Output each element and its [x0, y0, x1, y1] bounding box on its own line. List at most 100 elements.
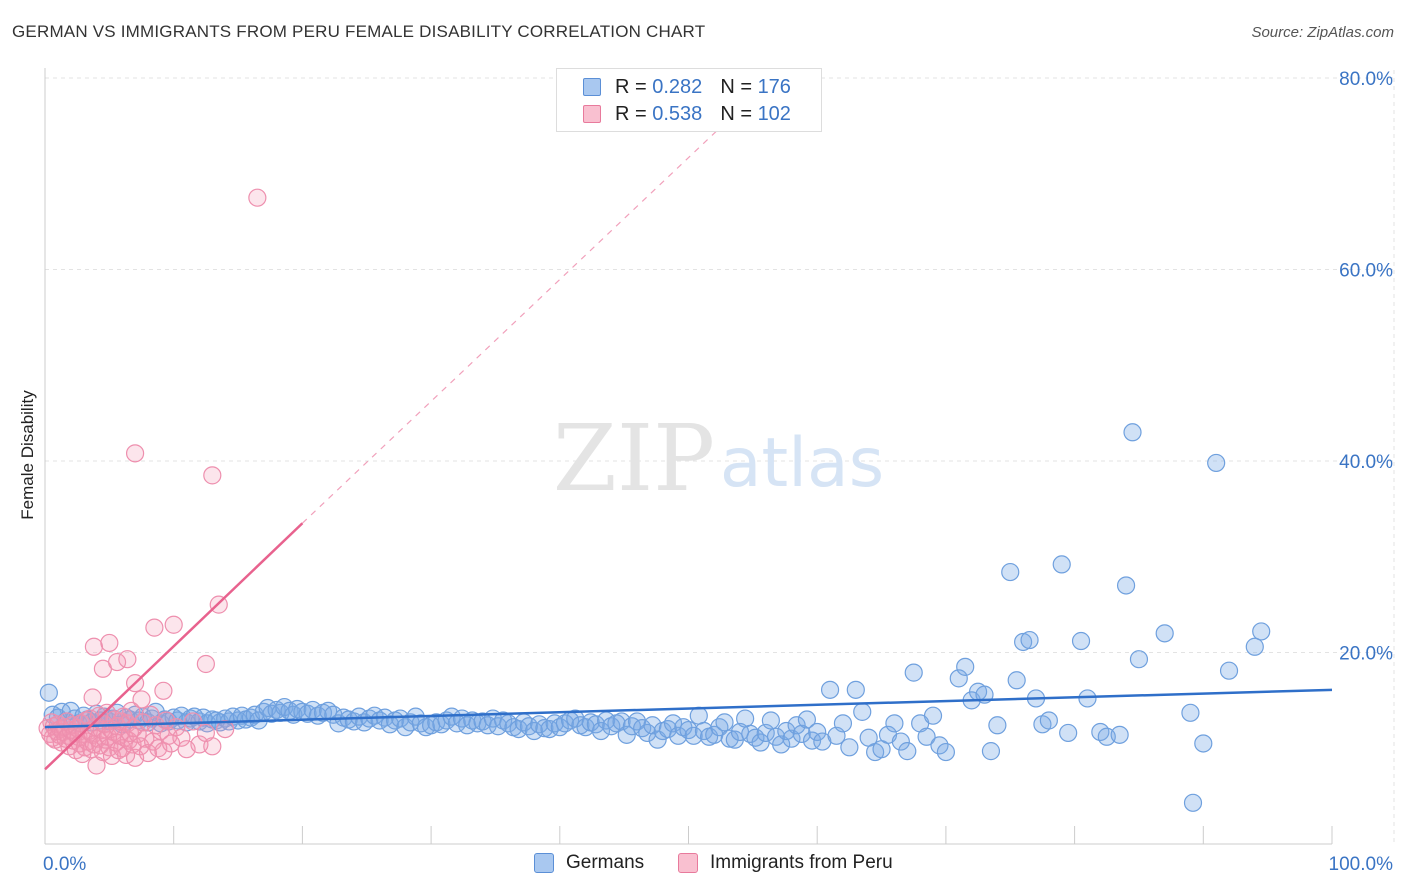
german-point	[684, 726, 703, 745]
peru-point	[196, 654, 215, 674]
german-point	[1252, 622, 1271, 641]
german-point	[1001, 562, 1020, 582]
peru-point	[154, 681, 173, 700]
y-tick-label: 20.0%	[1339, 644, 1393, 665]
german-point	[1155, 624, 1174, 643]
legend-label-germans: Germans	[566, 852, 645, 873]
german-point	[715, 713, 734, 732]
peru-point	[132, 690, 151, 709]
german-point	[736, 709, 755, 728]
german-point	[782, 729, 801, 748]
stats-legend: R = 0.282 N = 176 R = 0.538 N = 102	[556, 68, 822, 132]
legend-swatch-peru	[583, 105, 601, 123]
x-tick-label: 0.0%	[43, 854, 86, 875]
trend-layer	[44, 120, 1333, 771]
german-point	[1181, 703, 1200, 722]
trendline	[44, 688, 1333, 729]
german-point	[1039, 711, 1058, 730]
legend-item-peru[interactable]: Immigrants from Peru	[678, 852, 893, 874]
trendline	[44, 522, 304, 771]
german-point	[1078, 689, 1097, 708]
german-point	[885, 714, 904, 733]
german-point	[930, 736, 949, 755]
peru-point	[216, 719, 235, 739]
legend-n-value: 102	[757, 102, 791, 125]
german-point	[288, 699, 307, 719]
german-point	[602, 717, 621, 736]
german-point	[679, 720, 698, 740]
source-label: Source: ZipAtlas.com	[1251, 24, 1394, 41]
german-point	[772, 735, 791, 754]
german-point	[1194, 734, 1213, 753]
german-point	[1071, 631, 1091, 651]
german-point	[1059, 723, 1078, 743]
legend-r-value: 0.282	[652, 75, 703, 98]
peru-point	[83, 688, 102, 707]
chart-title: GERMAN VS IMMIGRANTS FROM PERU FEMALE DI…	[12, 22, 706, 41]
tick-label-layer: 20.0% 40.0% 60.0% 80.0% 0.0% 100.0%	[43, 69, 1393, 875]
german-point	[617, 725, 636, 744]
peru-point	[164, 615, 183, 634]
legend-n-label: N =	[720, 102, 758, 125]
german-point	[846, 680, 865, 699]
legend-n-value: 176	[757, 75, 791, 98]
german-point	[797, 710, 817, 729]
legend-r-label: R =	[615, 75, 653, 98]
x-tick-label: 100.0%	[1329, 854, 1394, 875]
german-point	[792, 724, 811, 743]
german-point	[1007, 671, 1026, 690]
german-point	[820, 680, 840, 699]
german-point	[669, 726, 688, 745]
german-point	[391, 709, 410, 728]
peru-point	[125, 444, 145, 463]
german-point	[981, 742, 1001, 761]
german-point	[853, 702, 872, 721]
legend-r-label: R =	[615, 102, 653, 125]
y-tick-label: 80.0%	[1339, 69, 1393, 90]
german-point	[761, 711, 780, 730]
german-point	[936, 742, 956, 762]
german-point	[956, 657, 975, 676]
german-point	[833, 714, 853, 733]
german-point	[1219, 661, 1239, 680]
legend-n-label: N =	[720, 75, 758, 98]
german-point	[1129, 650, 1149, 669]
watermark-atlas: atlas	[720, 424, 884, 503]
german-point	[1014, 632, 1033, 652]
trendline-extension	[301, 120, 728, 524]
axis-layer	[44, 68, 1333, 845]
peru-point	[122, 701, 141, 721]
peru-point	[100, 633, 119, 653]
peru-point	[203, 737, 222, 756]
german-point	[923, 706, 943, 725]
german-point	[494, 711, 513, 730]
german-point	[658, 719, 678, 739]
german-point	[808, 722, 827, 742]
peru-point	[248, 188, 267, 207]
peru-point	[118, 650, 137, 669]
legend-swatch-germans	[534, 853, 554, 873]
legend-swatch-germans	[583, 78, 601, 96]
legend-item-germans[interactable]: Germans	[534, 852, 644, 874]
legend-row-germans: R = 0.282 N = 176	[583, 74, 791, 100]
german-point	[1020, 630, 1039, 650]
german-point	[1123, 423, 1142, 442]
peru-point	[145, 618, 164, 637]
german-point	[555, 714, 575, 733]
y-tick-label: 40.0%	[1339, 452, 1393, 473]
watermark: ZIP atlas	[553, 405, 884, 512]
german-point	[898, 742, 917, 761]
german-point	[591, 721, 611, 741]
german-points	[39, 423, 1271, 812]
watermark-zip: ZIP	[553, 405, 715, 512]
german-point	[39, 683, 58, 702]
german-point	[612, 712, 631, 731]
peru-point	[172, 728, 191, 747]
legend-label-peru: Immigrants from Peru	[710, 852, 893, 873]
german-point	[1245, 637, 1264, 656]
german-point	[840, 738, 859, 757]
german-point	[535, 719, 554, 738]
german-point	[949, 669, 968, 688]
german-point	[904, 663, 923, 682]
